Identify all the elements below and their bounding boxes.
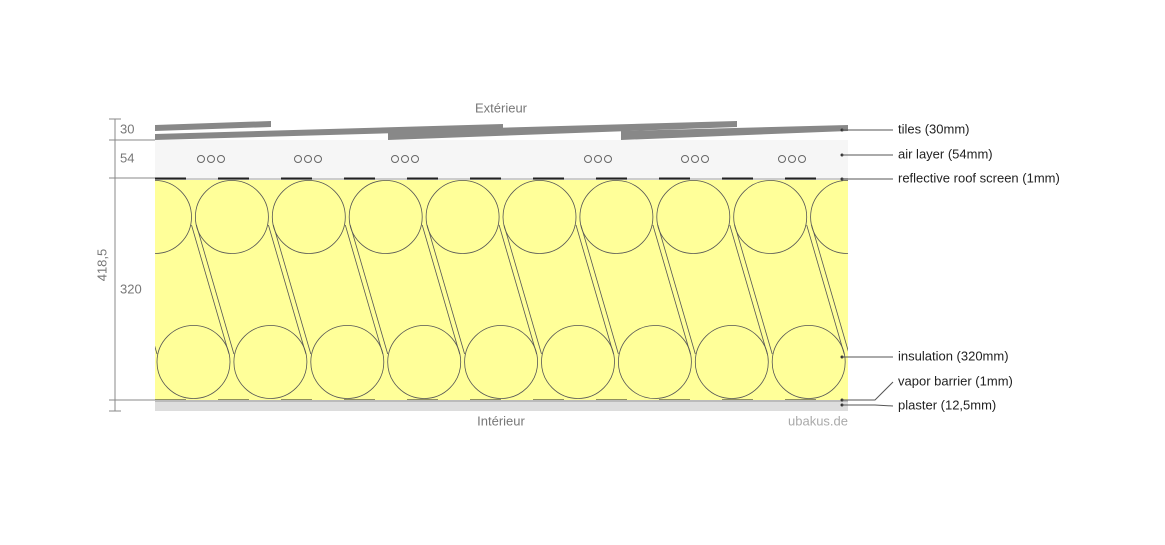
layer-label: reflective roof screen (1mm) — [898, 170, 1060, 185]
layer-label: vapor barrier (1mm) — [898, 373, 1013, 388]
lobe-top — [810, 180, 848, 254]
batten — [470, 177, 501, 180]
lobe-side — [272, 224, 312, 355]
layer-label: insulation (320mm) — [898, 348, 1009, 363]
lobe-bottom — [618, 325, 692, 399]
lobe-side — [657, 224, 696, 355]
batten — [533, 177, 564, 180]
reflective-screen — [155, 178, 848, 180]
lobe-top — [502, 180, 577, 254]
lobe-side — [421, 224, 461, 355]
lobe-side — [426, 224, 465, 355]
lobe-bottom — [80, 326, 153, 399]
insulation-pattern — [42, 180, 922, 399]
plaster — [155, 402, 848, 411]
lobe-top — [579, 180, 654, 254]
dimension-total: 418,5 — [94, 249, 109, 282]
lobe-top — [155, 180, 192, 254]
air-marker — [294, 155, 302, 163]
lobe-side — [349, 224, 389, 355]
layer-label: air layer (54mm) — [898, 146, 993, 161]
dimension-label: 54 — [120, 150, 134, 165]
air-marker — [681, 155, 689, 163]
dimension-label: 320 — [120, 281, 142, 296]
air-marker — [207, 155, 215, 163]
dimension-label: 30 — [120, 121, 134, 136]
lobe-bottom — [771, 325, 846, 399]
lobe-side — [652, 224, 691, 355]
lobe-side — [503, 224, 542, 355]
batten — [785, 177, 816, 180]
lobe-top — [42, 181, 115, 254]
lobe-side — [268, 224, 307, 355]
lobe-side — [734, 224, 773, 355]
batten — [281, 177, 312, 180]
air-markers — [197, 155, 806, 163]
air-marker — [604, 155, 612, 163]
leader-line — [842, 404, 894, 407]
batten — [218, 177, 249, 180]
lobe-side — [196, 224, 235, 355]
batten — [722, 177, 753, 180]
lobe-bottom — [387, 325, 462, 399]
air-marker — [217, 155, 225, 163]
batten — [407, 177, 438, 180]
air-marker — [314, 155, 322, 163]
lobe-side — [811, 224, 848, 352]
air-marker — [401, 155, 409, 163]
lobe-bottom — [694, 325, 769, 399]
leader-line — [842, 381, 894, 401]
air-marker — [788, 155, 796, 163]
lobe-side — [344, 224, 384, 355]
lobe-top — [194, 180, 269, 254]
dimension-line — [109, 118, 155, 412]
lobe-side — [191, 224, 230, 355]
tiles — [155, 121, 848, 140]
air-marker — [701, 155, 709, 163]
air-marker — [411, 155, 419, 163]
watermark: ubakus.de — [788, 413, 848, 428]
lobe-side — [498, 224, 537, 355]
air-marker — [391, 155, 399, 163]
lobe-bottom — [156, 325, 231, 399]
lobe-top — [348, 180, 423, 254]
insulation — [155, 180, 848, 400]
lobe-top — [271, 180, 346, 254]
air-marker — [691, 155, 699, 163]
layer-label: tiles (30mm) — [898, 121, 970, 136]
lobe-bottom — [233, 325, 308, 399]
batten — [155, 177, 186, 180]
batten — [659, 177, 690, 180]
interior-label: Intérieur — [477, 413, 525, 428]
lobe-bottom — [464, 325, 539, 399]
lobe-side — [729, 224, 768, 355]
air-marker — [778, 155, 786, 163]
air-marker — [584, 155, 592, 163]
lobe-side — [43, 225, 81, 354]
air-marker — [594, 155, 602, 163]
layer-label: plaster (12,5mm) — [898, 397, 996, 412]
air-marker — [798, 155, 806, 163]
lobe-top — [733, 180, 808, 254]
leaders: tiles (30mm) air layer (54mm) reflective r… — [840, 121, 1060, 412]
lobe-side — [575, 224, 614, 355]
lobe-bottom — [310, 325, 385, 399]
air-marker — [197, 155, 205, 163]
lobe-side — [580, 224, 619, 355]
lobe-top — [656, 180, 731, 254]
air-marker — [304, 155, 312, 163]
lobe-side — [806, 224, 845, 355]
batten — [596, 177, 627, 180]
lobe-top — [425, 180, 500, 254]
lobe-side — [884, 225, 922, 354]
lobe-bottom — [541, 325, 615, 399]
batten — [344, 177, 375, 180]
vapor-barrier — [155, 400, 848, 402]
exterior-label: Extérieur — [475, 100, 528, 115]
air-layer — [155, 140, 848, 178]
